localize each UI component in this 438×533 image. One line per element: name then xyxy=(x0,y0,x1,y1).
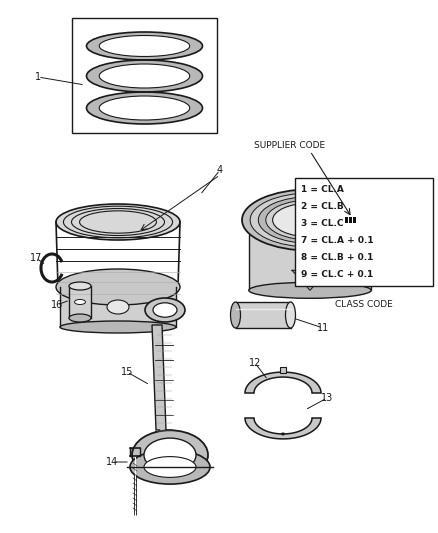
Ellipse shape xyxy=(130,450,210,484)
Text: 7 = CL.A + 0.1: 7 = CL.A + 0.1 xyxy=(301,236,374,245)
Bar xyxy=(72,18,217,133)
Text: 15: 15 xyxy=(121,367,133,377)
Text: 4: 4 xyxy=(217,165,223,175)
Bar xyxy=(295,178,433,286)
Text: SUPPLIER CODE: SUPPLIER CODE xyxy=(254,141,325,149)
Text: 13: 13 xyxy=(321,393,333,403)
Bar xyxy=(130,448,140,456)
Text: 16: 16 xyxy=(51,300,63,310)
Text: 11: 11 xyxy=(317,323,329,333)
Text: 3 = CL.C: 3 = CL.C xyxy=(301,219,343,228)
Ellipse shape xyxy=(242,189,378,251)
Ellipse shape xyxy=(86,32,202,60)
Text: CLASS CODE: CLASS CODE xyxy=(335,300,393,309)
Ellipse shape xyxy=(107,300,129,314)
Ellipse shape xyxy=(99,36,190,56)
Text: 1: 1 xyxy=(35,72,41,82)
Polygon shape xyxy=(292,270,328,290)
Ellipse shape xyxy=(74,300,85,304)
Bar xyxy=(353,217,356,223)
Ellipse shape xyxy=(99,64,190,88)
Text: 2 = CL.B: 2 = CL.B xyxy=(301,202,344,211)
Ellipse shape xyxy=(60,321,176,333)
Ellipse shape xyxy=(69,282,91,290)
Text: 8 = CL.B + 0.1: 8 = CL.B + 0.1 xyxy=(301,253,373,262)
Bar xyxy=(69,286,91,318)
Text: 1 = CL.A: 1 = CL.A xyxy=(301,184,344,193)
Text: 12: 12 xyxy=(249,358,261,368)
Bar xyxy=(236,302,290,328)
FancyBboxPatch shape xyxy=(60,287,176,327)
Ellipse shape xyxy=(272,203,347,237)
Ellipse shape xyxy=(56,269,180,305)
Text: 14: 14 xyxy=(106,457,118,467)
Ellipse shape xyxy=(266,200,354,240)
Text: 17: 17 xyxy=(30,253,42,263)
Ellipse shape xyxy=(286,302,296,328)
Ellipse shape xyxy=(144,457,196,478)
Ellipse shape xyxy=(230,302,240,328)
Polygon shape xyxy=(245,418,321,439)
Ellipse shape xyxy=(258,197,362,243)
Ellipse shape xyxy=(250,193,370,247)
Ellipse shape xyxy=(86,60,202,92)
Bar xyxy=(280,367,286,373)
Ellipse shape xyxy=(132,430,208,480)
Ellipse shape xyxy=(86,92,202,124)
Ellipse shape xyxy=(99,96,190,120)
FancyBboxPatch shape xyxy=(249,235,371,290)
Bar xyxy=(349,217,352,223)
Polygon shape xyxy=(152,325,175,435)
Bar xyxy=(345,217,348,223)
Ellipse shape xyxy=(69,314,91,322)
Ellipse shape xyxy=(153,303,177,317)
Text: 9 = CL.C + 0.1: 9 = CL.C + 0.1 xyxy=(301,270,373,279)
Ellipse shape xyxy=(281,432,285,435)
Ellipse shape xyxy=(144,438,196,472)
Ellipse shape xyxy=(249,282,371,298)
Polygon shape xyxy=(245,372,321,393)
Ellipse shape xyxy=(56,204,180,240)
Ellipse shape xyxy=(145,298,185,322)
